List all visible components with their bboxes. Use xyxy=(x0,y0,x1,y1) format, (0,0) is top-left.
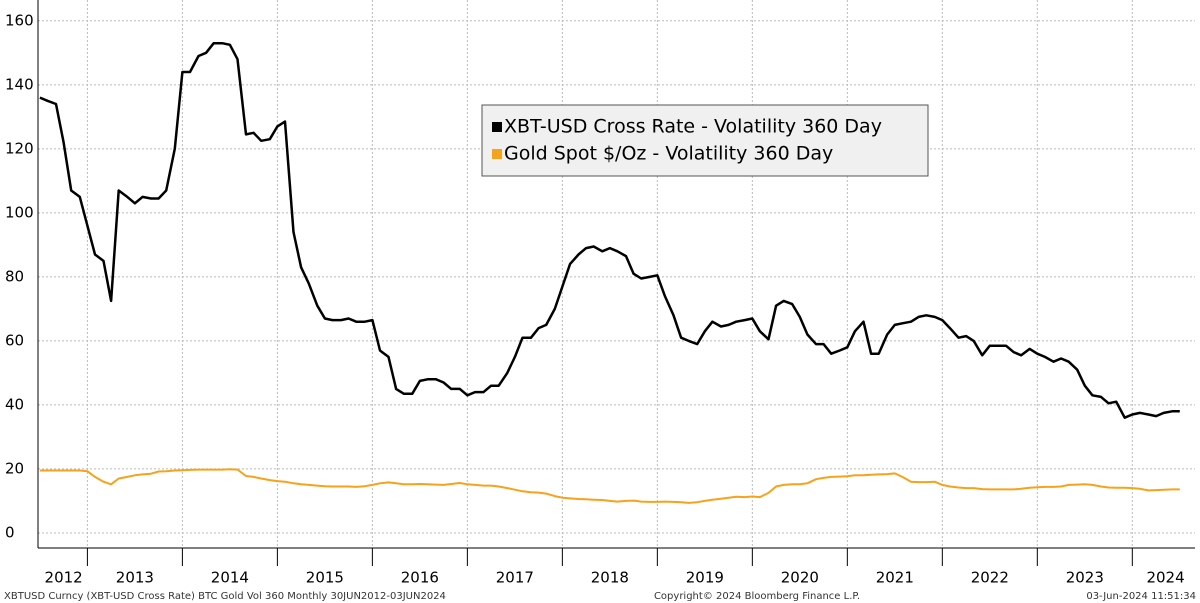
footer-left: XBTUSD Curncy (XBT-USD Cross Rate) BTC G… xyxy=(4,591,446,602)
y-tick-label: 40 xyxy=(5,395,24,413)
x-tick-label: 2012 xyxy=(45,569,83,587)
y-tick-label: 140 xyxy=(5,75,34,93)
y-tick-label: 100 xyxy=(5,203,34,221)
footer-center: Copyright© 2024 Bloomberg Finance L.P. xyxy=(654,591,860,602)
series-line xyxy=(39,468,1180,504)
x-tick-label: 2024 xyxy=(1146,569,1184,587)
x-tick-label: 2016 xyxy=(401,569,439,587)
y-tick-label: 60 xyxy=(5,331,24,349)
legend-label: Gold Spot $/Oz - Volatility 360 Day xyxy=(504,143,833,165)
y-tick-label: 120 xyxy=(5,139,34,157)
x-tick-label: 2014 xyxy=(211,569,249,587)
x-tick-label: 2013 xyxy=(116,569,154,587)
x-tick-label: 2018 xyxy=(591,569,629,587)
y-tick-label: 160 xyxy=(5,11,34,29)
x-tick-label: 2015 xyxy=(306,569,344,587)
y-tick-label: 0 xyxy=(5,523,15,541)
footer-right: 03-Jun-2024 11:51:34 xyxy=(1086,591,1196,602)
y-tick-label: 20 xyxy=(5,459,24,477)
legend-swatch xyxy=(492,122,502,132)
y-tick-label: 80 xyxy=(5,267,24,285)
x-tick-label: 2017 xyxy=(496,569,534,587)
series-line xyxy=(39,41,1180,419)
x-tick-label: 2019 xyxy=(686,569,724,587)
legend-label: XBT-USD Cross Rate - Volatility 360 Day xyxy=(504,116,882,138)
x-tick-label: 2020 xyxy=(781,569,819,587)
x-tick-label: 2022 xyxy=(971,569,1009,587)
x-tick-label: 2021 xyxy=(876,569,914,587)
x-tick-label: 2023 xyxy=(1066,569,1104,587)
legend-swatch xyxy=(492,149,502,159)
legend-box xyxy=(481,104,929,177)
